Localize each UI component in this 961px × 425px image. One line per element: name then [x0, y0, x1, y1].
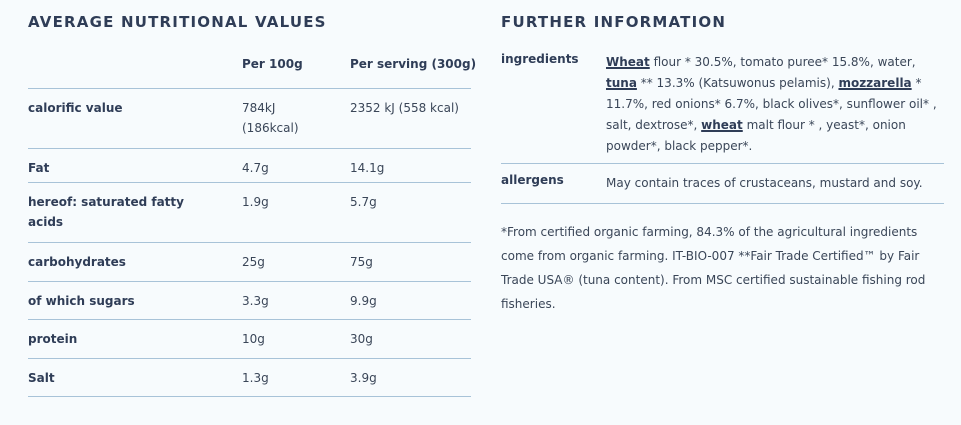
value-per-serving: 14.1g [350, 161, 385, 175]
ingredient-highlight: tuna [606, 76, 637, 90]
value-per-serving: 2352 kJ (558 kcal) [350, 101, 459, 115]
value-per-serving: 3.9g [350, 371, 377, 385]
table-row: Fat 4.7g 14.1g [28, 148, 471, 182]
table-header: Per 100g Per serving (300g) [28, 46, 476, 88]
ingredient-text: ** 13.3% (Katsuwonus pelamis), [636, 76, 839, 90]
ingredient-text: flour * 30.5%, tomato puree* 15.8%, wate… [649, 55, 916, 69]
ingredients-row: ingredients Wheat flour * 30.5%, tomato … [501, 46, 944, 164]
row-label: protein [28, 332, 78, 346]
row-label: calorific value [28, 101, 123, 115]
table-row: protein 10g 30g [28, 319, 471, 358]
allergens-row: allergens May contain traces of crustace… [501, 164, 944, 204]
value-per-serving: 9.9g [350, 294, 377, 308]
value-per-100g: 1.9g [242, 195, 269, 209]
footnote-text: *From certified organic farming, 84.3% o… [501, 225, 926, 311]
row-label: Salt [28, 371, 55, 385]
label-line: hereof: saturated fatty [28, 195, 184, 209]
value-line: (186kcal) [242, 121, 299, 135]
ingredient-highlight: Wheat [606, 55, 650, 69]
nutrition-table: Per 100g Per serving (300g) calorific va… [28, 46, 476, 397]
value-per-100g: 784kJ (186kcal) [242, 98, 299, 138]
allergens-label: allergens [501, 173, 564, 187]
table-row: carbohydrates 25g 75g [28, 242, 471, 281]
label-line: acids [28, 215, 64, 229]
table-row: hereof: saturated fatty acids 1.9g 5.7g [28, 182, 471, 242]
row-label: hereof: saturated fatty acids [28, 192, 184, 232]
value-per-serving: 5.7g [350, 195, 377, 209]
value-per-100g: 1.3g [242, 371, 269, 385]
row-label: Fat [28, 161, 50, 175]
further-info-title: FURTHER INFORMATION [501, 13, 727, 31]
ingredient-text: * 11.7%, red onions* 6.7%, black olives*… [606, 76, 937, 132]
ingredient-text: malt flour * , yeast*, onion powder*, bl… [606, 118, 906, 153]
column-header-per-serving: Per serving (300g) [350, 57, 477, 71]
value-line: 784kJ [242, 101, 276, 115]
table-row: Salt 1.3g 3.9g [28, 358, 471, 397]
nutrition-title: AVERAGE NUTRITIONAL VALUES [28, 13, 327, 31]
allergens-text: May contain traces of crustaceans, musta… [606, 176, 923, 190]
table-row: of which sugars 3.3g 9.9g [28, 281, 471, 319]
row-label: carbohydrates [28, 255, 126, 269]
column-header-per-100g: Per 100g [242, 57, 303, 71]
value-per-100g: 10g [242, 332, 265, 346]
further-info-table: ingredients Wheat flour * 30.5%, tomato … [501, 46, 944, 204]
value-per-serving: 75g [350, 255, 373, 269]
value-per-100g: 3.3g [242, 294, 269, 308]
ingredients-text: Wheat flour * 30.5%, tomato puree* 15.8%… [606, 52, 941, 157]
value-per-100g: 25g [242, 255, 265, 269]
value-per-serving: 30g [350, 332, 373, 346]
ingredient-highlight: wheat [701, 118, 743, 132]
table-row: calorific value 784kJ (186kcal) 2352 kJ … [28, 88, 471, 148]
value-per-100g: 4.7g [242, 161, 269, 175]
ingredients-label: ingredients [501, 52, 579, 66]
row-label: of which sugars [28, 294, 135, 308]
ingredient-highlight: mozzarella [838, 76, 912, 90]
